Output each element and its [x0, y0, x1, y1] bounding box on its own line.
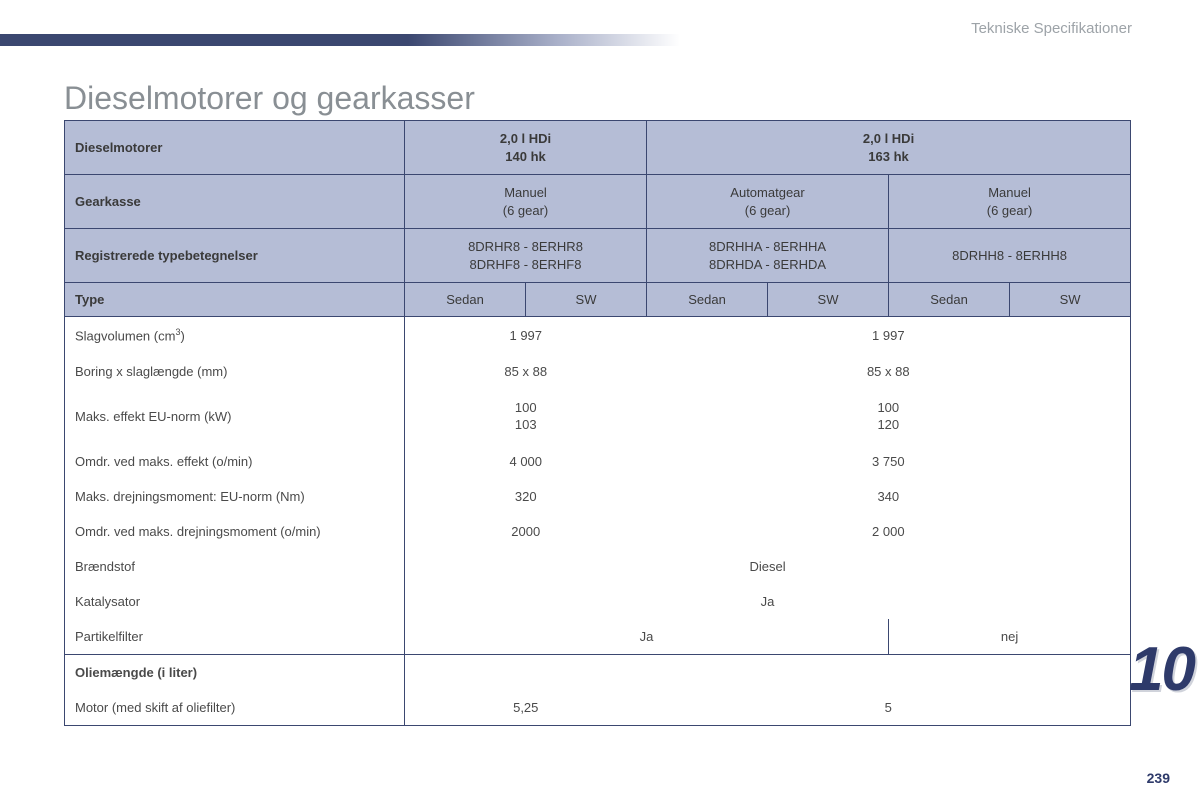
section-label: Tekniske Specifikationer [971, 20, 1132, 37]
table: Dieselmotorer 2,0 l HDi 140 hk 2,0 l HDi… [64, 120, 1131, 726]
cell-cat-label: Katalysator [65, 584, 405, 619]
pw-a-l1: 100 [515, 400, 537, 415]
row-bore: Boring x slaglængde (mm) 85 x 88 85 x 88 [65, 354, 1131, 389]
engine2-line2: 163 hk [868, 149, 908, 164]
pw-b-l1: 100 [877, 400, 899, 415]
tc-a-l2: 8DRHF8 - 8ERHF8 [470, 257, 582, 272]
page-title: Dieselmotorer og gearkasser [64, 80, 475, 117]
cell-torquerpm-b: 2 000 [647, 514, 1131, 549]
cell-torque-b: 340 [647, 479, 1131, 514]
cell-type-label: Type [65, 283, 405, 317]
row-power: Maks. effekt EU-norm (kW) 100103 100120 [65, 389, 1131, 444]
cell-disp-b: 1 997 [647, 317, 1131, 354]
row-catalyst: Katalysator Ja [65, 584, 1131, 619]
cell-cat-val: Ja [405, 584, 1131, 619]
cell-power-label: Maks. effekt EU-norm (kW) [65, 389, 405, 444]
cell-fuel-label: Brændstof [65, 549, 405, 584]
cell-torque-label: Maks. drejningsmoment: EU-norm (Nm) [65, 479, 405, 514]
cell-gear-a: Manuel (6 gear) [405, 175, 647, 229]
cell-displacement-label: Slagvolumen (cm3) [65, 317, 405, 354]
row-gearbox: Gearkasse Manuel (6 gear) Automatgear (6 g… [65, 175, 1131, 229]
cell-typecode-b: 8DRHHA - 8ERHHA 8DRHDA - 8ERHDA [647, 229, 889, 283]
cell-bore-label: Boring x slaglængde (mm) [65, 354, 405, 389]
disp-label-part1: Slagvolumen (cm [75, 329, 175, 344]
cell-type-c-sedan: Sedan [889, 283, 1010, 317]
cell-oilmotor-b: 5 [647, 690, 1131, 726]
cell-oilmotor-a: 5,25 [405, 690, 647, 726]
cell-oil-header-blank [405, 654, 1131, 690]
cell-powerrpm-label: Omdr. ved maks. effekt (o/min) [65, 444, 405, 479]
gear-a-l1: Manuel [504, 185, 547, 200]
cell-powerrpm-b: 3 750 [647, 444, 1131, 479]
cell-fuel-val: Diesel [405, 549, 1131, 584]
cell-type-a-sw: SW [526, 283, 647, 317]
cell-type-b-sedan: Sedan [647, 283, 768, 317]
page: Tekniske Specifikationer Dieselmotorer o… [0, 0, 1200, 800]
page-number: 239 [1147, 770, 1170, 786]
engine1-line2: 140 hk [505, 149, 545, 164]
cell-engine-2: 2,0 l HDi 163 hk [647, 121, 1131, 175]
gear-c-l2: (6 gear) [987, 203, 1033, 218]
tc-b-l1: 8DRHHA - 8ERHHA [709, 239, 826, 254]
cell-gear-c: Manuel (6 gear) [889, 175, 1131, 229]
spec-table: Dieselmotorer 2,0 l HDi 140 hk 2,0 l HDi… [64, 120, 1130, 726]
cell-bore-a: 85 x 88 [405, 354, 647, 389]
tc-b-l2: 8DRHDA - 8ERHDA [709, 257, 826, 272]
row-torque-rpm: Omdr. ved maks. drejningsmoment (o/min) … [65, 514, 1131, 549]
engine2-line1: 2,0 l HDi [863, 131, 914, 146]
cell-gearbox-label: Gearkasse [65, 175, 405, 229]
cell-oilmotor-label: Motor (med skift af oliefilter) [65, 690, 405, 726]
cell-engines-label: Dieselmotorer [65, 121, 405, 175]
cell-type-c-sw: SW [1010, 283, 1131, 317]
cell-torquerpm-a: 2000 [405, 514, 647, 549]
cell-typecode-c: 8DRHH8 - 8ERHH8 [889, 229, 1131, 283]
pw-b-l2: 120 [877, 417, 899, 432]
cell-bore-b: 85 x 88 [647, 354, 1131, 389]
cell-oil-header: Oliemængde (i liter) [65, 654, 405, 690]
row-type: Type Sedan SW Sedan SW Sedan SW [65, 283, 1131, 317]
row-oil-motor: Motor (med skift af oliefilter) 5,25 5 [65, 690, 1131, 726]
row-fuel: Brændstof Diesel [65, 549, 1131, 584]
cell-torque-a: 320 [405, 479, 647, 514]
disp-label-part2: ) [180, 329, 184, 344]
top-accent-bar [0, 34, 680, 46]
pw-a-l2: 103 [515, 417, 537, 432]
engine1-line1: 2,0 l HDi [500, 131, 551, 146]
row-typecodes: Registrerede typebetegnelser 8DRHR8 - 8E… [65, 229, 1131, 283]
gear-b-l2: (6 gear) [745, 203, 791, 218]
cell-power-b: 100120 [647, 389, 1131, 444]
row-partikelfilter: Partikelfilter Ja nej [65, 619, 1131, 655]
tc-a-l1: 8DRHR8 - 8ERHR8 [468, 239, 583, 254]
row-torque: Maks. drejningsmoment: EU-norm (Nm) 320 … [65, 479, 1131, 514]
cell-type-a-sedan: Sedan [405, 283, 526, 317]
gear-c-l1: Manuel [988, 185, 1031, 200]
cell-pf-ab: Ja [405, 619, 889, 655]
cell-engine-1: 2,0 l HDi 140 hk [405, 121, 647, 175]
cell-pf-c: nej [889, 619, 1131, 655]
cell-pf-label: Partikelfilter [65, 619, 405, 655]
cell-disp-a: 1 997 [405, 317, 647, 354]
row-oil-header: Oliemængde (i liter) [65, 654, 1131, 690]
cell-torquerpm-label: Omdr. ved maks. drejningsmoment (o/min) [65, 514, 405, 549]
cell-powerrpm-a: 4 000 [405, 444, 647, 479]
gear-a-l2: (6 gear) [503, 203, 549, 218]
cell-typecodes-label: Registrerede typebetegnelser [65, 229, 405, 283]
cell-type-b-sw: SW [768, 283, 889, 317]
row-power-rpm: Omdr. ved maks. effekt (o/min) 4 000 3 7… [65, 444, 1131, 479]
cell-typecode-a: 8DRHR8 - 8ERHR8 8DRHF8 - 8ERHF8 [405, 229, 647, 283]
cell-power-a: 100103 [405, 389, 647, 444]
row-displacement: Slagvolumen (cm3) 1 997 1 997 [65, 317, 1131, 354]
gear-b-l1: Automatgear [730, 185, 804, 200]
chapter-number: 10 [1129, 634, 1194, 705]
row-engines: Dieselmotorer 2,0 l HDi 140 hk 2,0 l HDi… [65, 121, 1131, 175]
cell-gear-b: Automatgear (6 gear) [647, 175, 889, 229]
